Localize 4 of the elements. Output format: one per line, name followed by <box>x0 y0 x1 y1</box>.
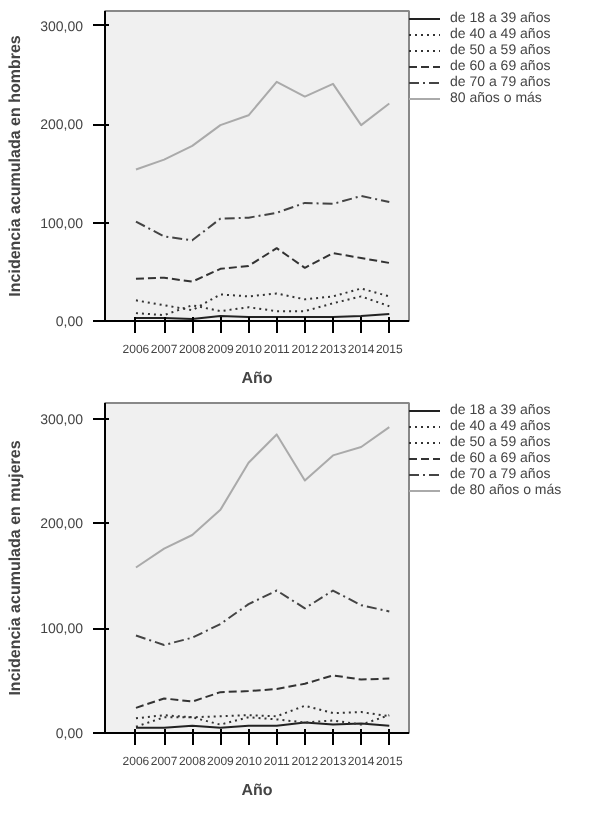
x-axis-title: Año <box>241 369 273 387</box>
y-axis-title: Incidencia acumulada en hombres <box>6 34 25 297</box>
y-axis-title: Incidencia acumulada en mujeres <box>6 439 25 696</box>
x-axis-title: Año <box>241 781 273 799</box>
